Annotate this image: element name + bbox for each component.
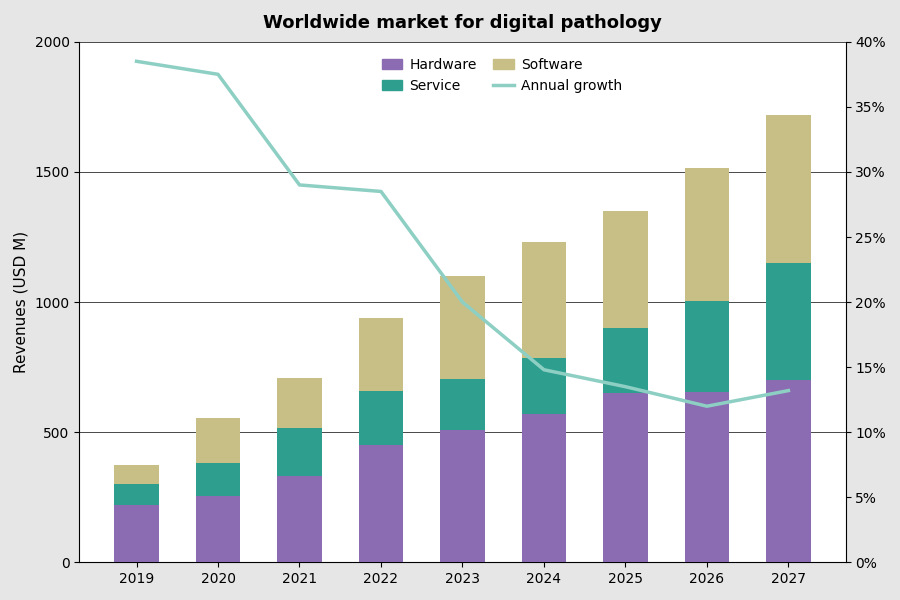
Annual growth: [212, 71, 223, 78]
Y-axis label: Revenues (USD M): Revenues (USD M): [14, 231, 29, 373]
Bar: [603, 328, 648, 393]
Annual growth: [131, 58, 142, 65]
Bar: [114, 484, 159, 505]
Bar: [603, 211, 648, 328]
Title: Worldwide market for digital pathology: Worldwide market for digital pathology: [263, 14, 662, 32]
Bar: [195, 496, 240, 562]
Bar: [440, 276, 485, 379]
Bar: [440, 379, 485, 430]
Bar: [685, 168, 729, 301]
Bar: [277, 428, 322, 476]
Bar: [195, 463, 240, 496]
Bar: [521, 414, 566, 562]
Bar: [195, 418, 240, 463]
Bar: [766, 115, 811, 263]
Bar: [114, 465, 159, 484]
Bar: [685, 301, 729, 392]
Annual growth: [457, 298, 468, 305]
Bar: [521, 358, 566, 414]
Bar: [685, 392, 729, 562]
Bar: [358, 391, 403, 445]
Bar: [766, 263, 811, 380]
Bar: [358, 445, 403, 562]
Annual growth: [701, 403, 712, 410]
Bar: [603, 393, 648, 562]
Line: Annual growth: Annual growth: [137, 61, 788, 406]
Bar: [521, 242, 566, 358]
Annual growth: [620, 383, 631, 390]
Bar: [277, 476, 322, 562]
Bar: [358, 318, 403, 391]
Legend: Hardware, Service, Software, Annual growth: Hardware, Service, Software, Annual grow…: [377, 54, 626, 97]
Bar: [114, 505, 159, 562]
Bar: [440, 430, 485, 562]
Bar: [277, 377, 322, 428]
Annual growth: [294, 181, 305, 188]
Bar: [766, 380, 811, 562]
Annual growth: [538, 366, 549, 373]
Annual growth: [375, 188, 386, 195]
Annual growth: [783, 387, 794, 394]
